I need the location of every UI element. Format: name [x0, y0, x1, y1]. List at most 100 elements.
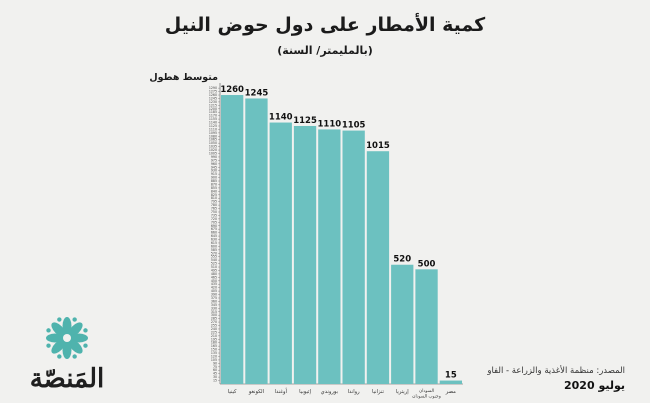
logo-petal — [46, 333, 64, 343]
y-tick-label: 30 — [213, 375, 217, 379]
y-tick-label: 390 — [211, 293, 217, 297]
y-tick-label: 690 — [211, 224, 217, 228]
y-tick-label: 1245 — [209, 96, 217, 100]
almanassa-logo: المَنصّة — [8, 316, 126, 396]
y-tick-label: 1080 — [209, 134, 217, 138]
y-tick-label: 675 — [211, 227, 217, 231]
y-tick-label: 300 — [211, 313, 217, 317]
bar-value-label: 520 — [393, 255, 411, 265]
bar-value-label: 15 — [445, 371, 457, 381]
y-tick-label: 375 — [211, 296, 217, 300]
category-label: السودان — [419, 389, 434, 394]
category-label: تنزانيا — [372, 389, 384, 395]
y-tick-label: 1095 — [209, 131, 217, 135]
bar — [245, 98, 268, 385]
y-tick-label: 810 — [211, 196, 217, 200]
bar-value-label: 1260 — [220, 85, 244, 95]
y-tick-label: 1290 — [209, 86, 217, 90]
y-tick-label: 15 — [213, 379, 217, 383]
y-tick-label: 480 — [211, 272, 217, 276]
flower-icon — [46, 317, 88, 359]
logo-dot — [83, 343, 88, 348]
bar-value-label: 1125 — [293, 116, 317, 126]
logo-center — [63, 334, 71, 342]
y-tick-label: 600 — [211, 244, 217, 248]
y-tick-label: 840 — [211, 189, 217, 193]
y-tick-label: 510 — [211, 265, 217, 269]
y-tick-label: 75 — [213, 365, 217, 369]
logo-dot — [46, 328, 51, 333]
y-tick-label: 150 — [211, 348, 217, 352]
y-tick-label: 645 — [211, 234, 217, 238]
y-tick-label: 1050 — [209, 141, 217, 145]
bar — [318, 129, 341, 384]
bar — [391, 264, 414, 384]
y-tick-label: 1140 — [209, 121, 217, 125]
y-tick-label: 960 — [211, 162, 217, 166]
y-tick-label: 990 — [211, 155, 217, 159]
bar-value-label: 1140 — [269, 113, 293, 123]
bar-value-label: 1245 — [245, 88, 269, 98]
category-label: أوغندا — [275, 387, 288, 395]
category-label: بوروندي — [321, 389, 338, 395]
y-tick-label: 765 — [211, 207, 217, 211]
y-tick-label: 885 — [211, 179, 217, 183]
bar — [269, 122, 292, 384]
y-tick-label: 930 — [211, 169, 217, 173]
category-label: وجنوب السودان — [412, 395, 440, 400]
y-tick-label: 720 — [211, 217, 217, 221]
y-tick-label: 1260 — [209, 93, 217, 97]
y-tick-label: 780 — [211, 203, 217, 207]
logo-petal — [62, 341, 72, 359]
y-tick-label: 1005 — [209, 152, 217, 156]
y-tick-label: 1155 — [209, 117, 217, 121]
y-tick-label: 795 — [211, 200, 217, 204]
y-tick-label: 105 — [211, 358, 217, 362]
y-tick-label: 270 — [211, 320, 217, 324]
y-tick-label: 1035 — [209, 145, 217, 149]
logo-petal — [70, 333, 88, 343]
bar-value-label: 1105 — [342, 121, 366, 131]
bar-value-label: 1110 — [318, 119, 342, 129]
y-tick-label: 900 — [211, 176, 217, 180]
y-tick-label: 225 — [211, 330, 217, 334]
category-label: الكونغو — [248, 389, 264, 395]
y-tick-label: 345 — [211, 303, 217, 307]
y-tick-label: 975 — [211, 158, 217, 162]
y-tick-label: 1215 — [209, 103, 217, 107]
publish-date: يوليو 2020 — [564, 379, 625, 392]
y-tick-label: 555 — [211, 255, 217, 259]
category-label: إريتريا — [396, 389, 409, 395]
y-tick-label: 210 — [211, 334, 217, 338]
bar — [342, 130, 365, 384]
y-tick-label: 1230 — [209, 100, 217, 104]
logo-petal — [51, 322, 66, 337]
source-note: المصدر: منظمة الأغذية والزراعة - الفاو — [487, 366, 625, 376]
y-tick-label: 1065 — [209, 138, 217, 142]
chart-subtitle: (بالمليمتر/ السنة) — [277, 44, 373, 57]
y-tick-label: 60 — [213, 368, 217, 372]
y-tick-label: 855 — [211, 186, 217, 190]
logo-dot — [57, 317, 62, 322]
y-tick-label: 1110 — [209, 127, 217, 131]
logo-dot — [72, 317, 77, 322]
y-tick-label: 945 — [211, 165, 217, 169]
y-tick-label: 630 — [211, 238, 217, 242]
y-tick-label: 1170 — [209, 114, 217, 118]
y-tick-label: 705 — [211, 220, 217, 224]
y-tick-label: 285 — [211, 317, 217, 321]
y-tick-label: 750 — [211, 210, 217, 214]
y-axis-label: متوسط هطول — [149, 72, 218, 83]
y-tick-label: 45 — [213, 372, 217, 376]
logo-petal — [68, 322, 83, 337]
y-tick-label: 405 — [211, 289, 217, 293]
logo-petal — [68, 339, 83, 354]
bar — [366, 151, 390, 384]
y-tick-label: 135 — [211, 351, 217, 355]
bar — [221, 95, 244, 384]
category-label: إثيوبيا — [299, 389, 311, 395]
y-tick-label: 495 — [211, 268, 217, 272]
bar — [439, 380, 462, 384]
y-tick-label: 825 — [211, 193, 217, 197]
